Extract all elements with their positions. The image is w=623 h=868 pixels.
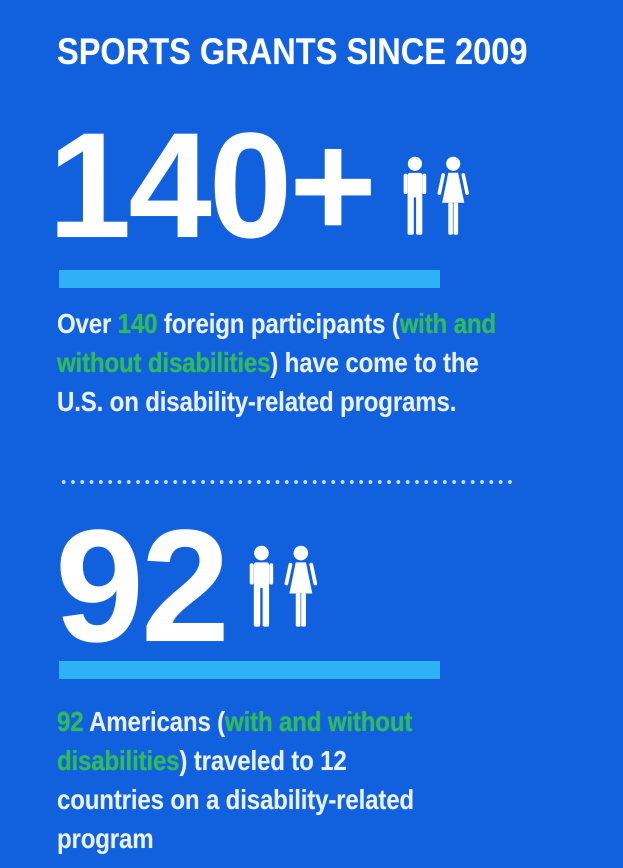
male-figure-icon bbox=[403, 156, 427, 235]
text-segment: U.S. on disability-related programs. bbox=[57, 386, 457, 417]
text-line: countries on a disability-related bbox=[57, 780, 414, 819]
dotted-divider bbox=[59, 479, 516, 485]
text-segment: ) have come to the bbox=[270, 347, 479, 378]
text-line: without disabilities) have come to the bbox=[57, 343, 496, 382]
text-segment: Americans ( bbox=[83, 706, 226, 737]
female-figure-icon bbox=[437, 156, 469, 235]
stat-value-foreign-participants: 140+ bbox=[48, 101, 377, 269]
text-segment-highlight: with and without bbox=[225, 706, 413, 737]
male-figure-icon bbox=[249, 545, 274, 627]
stat-description-foreign-participants: Over 140 foreign participants (with and … bbox=[57, 304, 496, 421]
stat-value-americans: 92 bbox=[55, 496, 230, 675]
people-icon-group bbox=[247, 545, 319, 630]
people-icon-group bbox=[401, 156, 470, 238]
stat-description-americans: 92 Americans (with and without disabilit… bbox=[57, 702, 414, 858]
text-segment-highlight: disabilities bbox=[57, 745, 180, 776]
text-line: program bbox=[57, 819, 414, 858]
text-segment-highlight: with and bbox=[399, 308, 496, 339]
text-segment: foreign participants ( bbox=[157, 308, 400, 339]
text-line: U.S. on disability-related programs. bbox=[57, 382, 496, 421]
text-line: 92 Americans (with and without bbox=[57, 702, 414, 741]
text-line: Over 140 foreign participants (with and bbox=[57, 304, 496, 343]
text-segment: ) traveled to 12 bbox=[179, 745, 347, 776]
female-figure-icon bbox=[284, 545, 318, 627]
accent-underline-bar bbox=[59, 270, 440, 288]
accent-underline-bar bbox=[59, 661, 440, 679]
text-line: disabilities) traveled to 12 bbox=[57, 741, 414, 780]
text-segment: Over bbox=[57, 308, 118, 339]
text-segment-highlight: without disabilities bbox=[57, 347, 271, 378]
text-segment: program bbox=[57, 823, 154, 854]
text-segment: countries on a disability-related bbox=[57, 784, 414, 815]
text-segment-highlight: 92 bbox=[57, 706, 84, 737]
page-title: SPORTS GRANTS SINCE 2009 bbox=[57, 31, 528, 72]
text-segment-highlight: 140 bbox=[117, 308, 158, 339]
